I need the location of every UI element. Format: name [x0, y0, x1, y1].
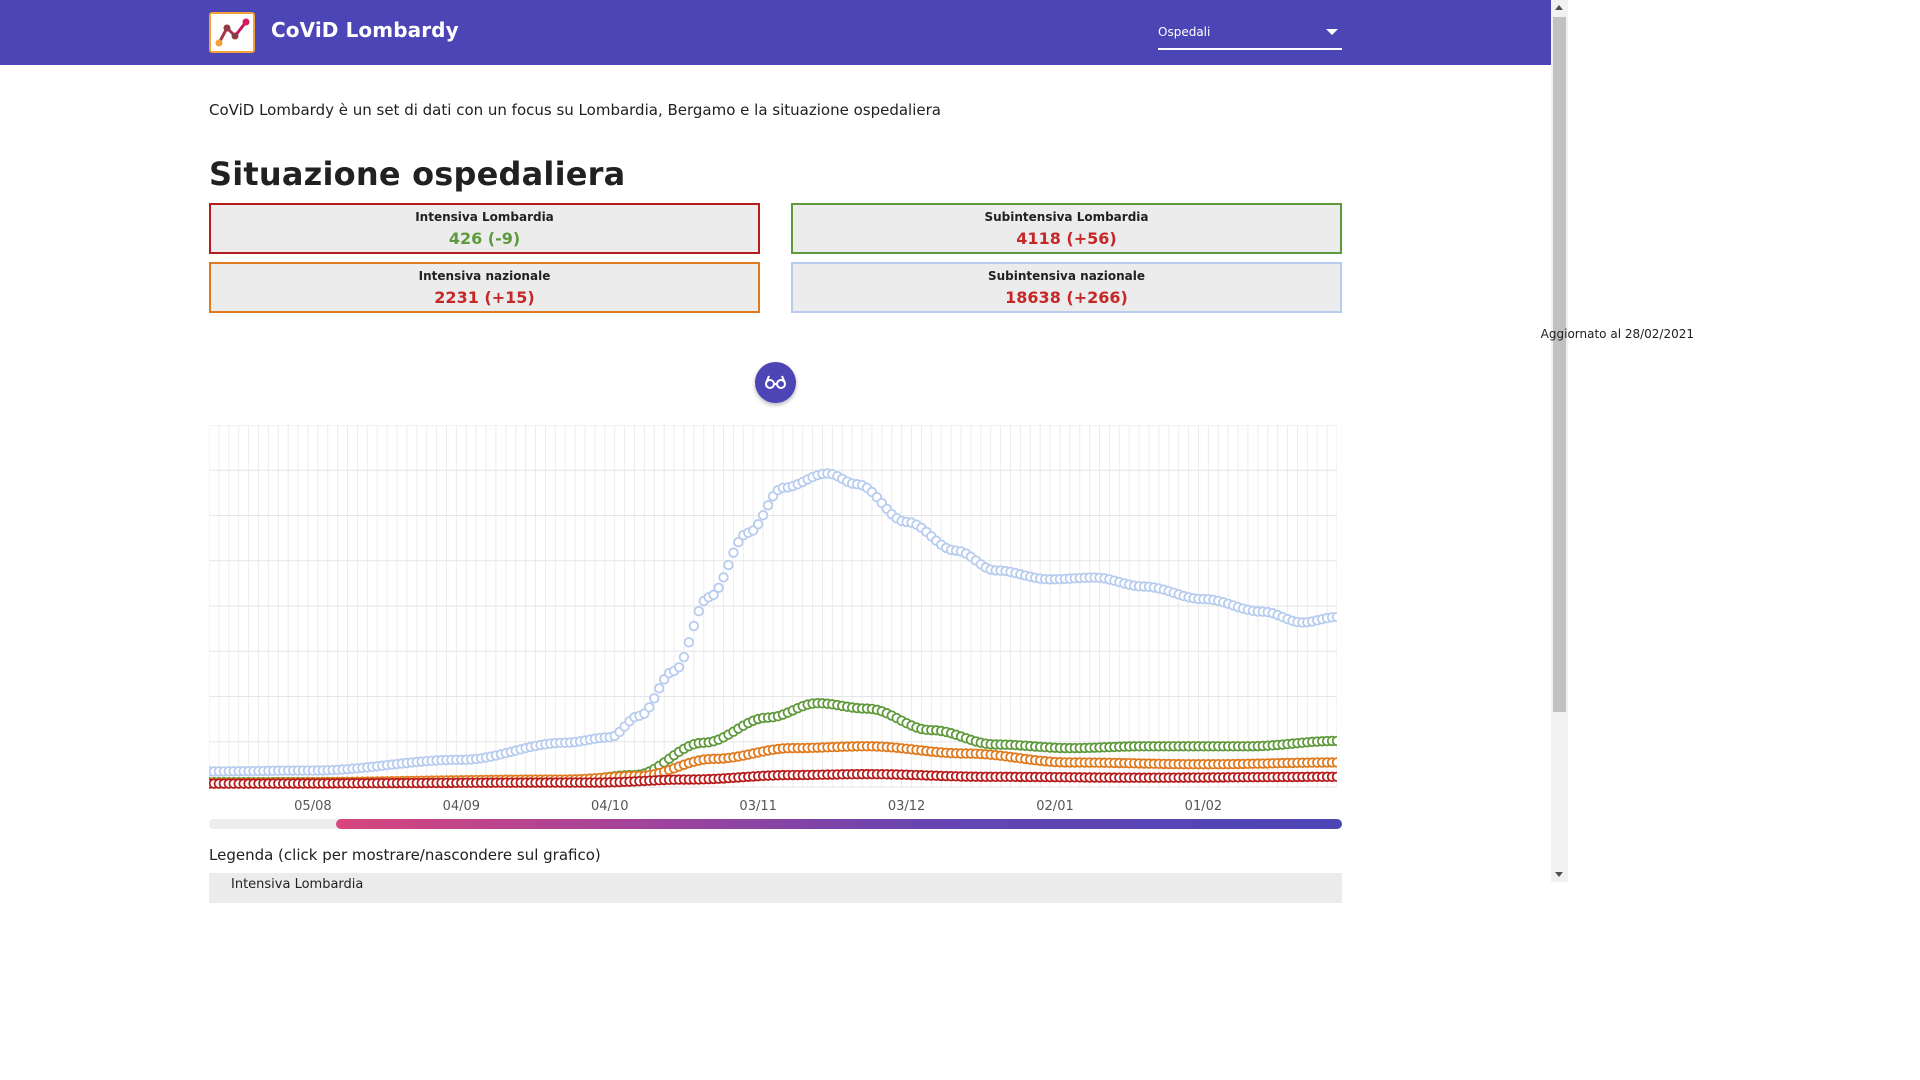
date-range-slider[interactable]: [209, 819, 1342, 829]
card-subintensiva-nazionale: Subintensiva nazionale 18638 (+266): [791, 262, 1342, 313]
date-range-selection[interactable]: [335, 819, 1342, 829]
data-point: [644, 702, 655, 713]
updated-date: Aggiornato al 28/02/2021: [1540, 327, 1694, 341]
data-point: [1331, 757, 1343, 768]
card-label: Intensiva nazionale: [418, 269, 551, 283]
series-subintensiva-nazionale[interactable]: [203, 468, 1343, 777]
data-point: [728, 547, 739, 558]
app-title: CoViD Lombardy: [271, 18, 459, 42]
x-tick-label: 02/01: [1036, 799, 1073, 814]
chart-svg[interactable]: 05/08 04/09 04/10 03/11 03/12 02/01 01/02: [203, 424, 1343, 825]
scrollbar-thumb[interactable]: [1553, 17, 1566, 712]
view-select-value: Ospedali: [1158, 25, 1211, 39]
app-bar: CoViD Lombardy Ospedali: [0, 0, 1551, 65]
app-logo[interactable]: [209, 12, 255, 53]
data-point: [762, 500, 774, 511]
card-value: 426 (-9): [448, 229, 521, 248]
scroll-up-icon[interactable]: [1555, 5, 1563, 10]
toggle-view-button[interactable]: [755, 362, 796, 403]
trend-chart-icon: [215, 18, 250, 47]
data-point: [1331, 611, 1343, 623]
hospital-chart[interactable]: 05/08 04/09 04/10 03/11 03/12 02/01 01/02: [203, 424, 1343, 825]
data-point: [708, 589, 719, 601]
card-value: 4118 (+56): [1016, 229, 1117, 248]
legend-item-intensiva-lombardia[interactable]: Intensiva Lombardia: [209, 873, 1342, 903]
data-point: [757, 510, 769, 521]
card-subintensiva-lombardia: Subintensiva Lombardia 4118 (+56): [791, 203, 1342, 254]
card-label: Subintensiva nazionale: [987, 269, 1146, 283]
card-label: Subintensiva Lombardia: [984, 210, 1149, 224]
card-value: 18638 (+266): [1005, 288, 1128, 307]
x-tick-label: 03/11: [739, 799, 776, 814]
chart-grid: [208, 424, 1338, 788]
intro-text: CoViD Lombardy è un set di dati con un f…: [209, 101, 941, 119]
card-intensiva-lombardia: Intensiva Lombardia 426 (-9): [209, 203, 760, 254]
scroll-down-icon[interactable]: [1555, 872, 1563, 877]
data-point: [673, 662, 685, 673]
data-point: [723, 559, 734, 571]
glasses-icon: [765, 375, 786, 389]
data-point: [688, 620, 700, 632]
data-point: [654, 683, 665, 694]
section-title: Situazione ospedaliera: [209, 155, 626, 193]
x-tick-label: 04/10: [591, 799, 628, 814]
data-point: [649, 693, 660, 704]
data-point: [713, 582, 724, 594]
card-label: Intensiva Lombardia: [415, 210, 554, 224]
series-intensiva-lombardia[interactable]: [203, 768, 1343, 789]
card-intensiva-nazionale: Intensiva nazionale 2231 (+15): [209, 262, 760, 313]
chevron-down-icon: [1326, 29, 1338, 35]
data-point: [733, 536, 744, 548]
data-point: [1331, 771, 1343, 783]
data-point: [678, 651, 690, 663]
data-point: [693, 605, 704, 617]
view-select[interactable]: Ospedali: [1158, 20, 1342, 50]
legend-title: Legenda (click per mostrare/nascondere s…: [209, 846, 601, 864]
data-point: [683, 637, 695, 648]
data-point: [718, 572, 729, 583]
x-tick-label: 05/08: [294, 799, 331, 814]
x-tick-label: 04/09: [443, 799, 480, 814]
x-tick-label: 03/12: [888, 799, 925, 814]
data-point: [752, 519, 764, 530]
data-point: [1331, 735, 1343, 747]
page-scrollbar[interactable]: [1551, 0, 1568, 882]
card-value: 2231 (+15): [434, 288, 535, 307]
x-tick-label: 01/02: [1185, 799, 1222, 814]
